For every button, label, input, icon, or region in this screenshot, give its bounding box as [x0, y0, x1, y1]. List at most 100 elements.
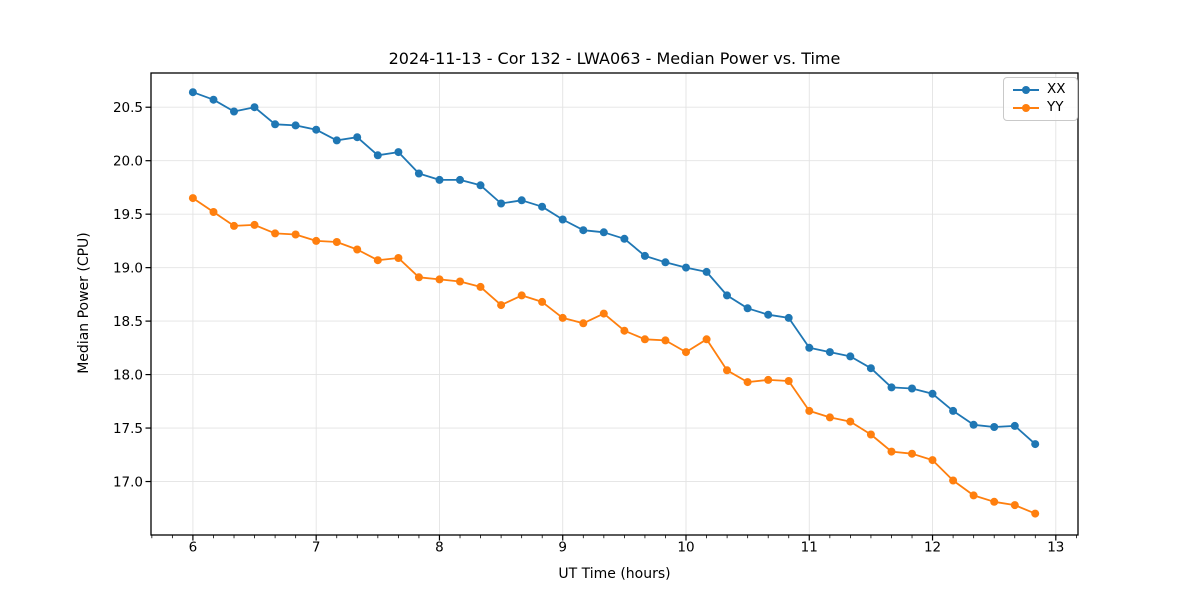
data-point-xx — [723, 291, 731, 300]
data-point-xx — [373, 151, 382, 160]
y-axis: 17.0 17.5 18.0 18.5 19.0 19.5 20.0 20.5 — [113, 100, 151, 490]
data-point-xx — [209, 95, 218, 104]
data-point-yy — [969, 491, 978, 500]
data-point-yy — [784, 377, 793, 385]
legend-marker-xx-icon — [1013, 85, 1039, 95]
data-point-yy — [640, 335, 649, 344]
data-point-yy — [435, 275, 444, 284]
data-point-xx — [579, 226, 588, 235]
y-tick-label: 18.5 — [113, 314, 143, 330]
data-point-yy — [743, 378, 752, 387]
x-tick-label: 12 — [924, 540, 941, 556]
data-point-yy — [353, 245, 362, 254]
data-point-yy — [846, 417, 855, 426]
series-xx — [188, 88, 1040, 449]
data-point-yy — [414, 273, 423, 282]
y-tick-label: 18.0 — [113, 367, 143, 383]
data-point-xx — [825, 348, 834, 357]
data-point-yy — [825, 413, 834, 422]
data-point-yy — [476, 282, 485, 291]
data-point-yy — [188, 194, 197, 203]
data-point-yy — [682, 348, 690, 357]
data-point-xx — [476, 181, 485, 190]
data-point-yy — [373, 256, 382, 265]
legend-label-xx: XX — [1047, 81, 1066, 98]
grid-lines — [151, 73, 1078, 535]
data-point-xx — [682, 263, 690, 272]
data-point-xx — [846, 352, 855, 361]
data-point-yy — [517, 291, 526, 300]
data-point-yy — [579, 319, 588, 328]
chart-title: 2024-11-13 - Cor 132 - LWA063 - Median P… — [388, 49, 841, 68]
data-point-yy — [250, 220, 259, 229]
data-point-yy — [332, 238, 341, 246]
legend-marker-yy-icon — [1013, 103, 1039, 113]
series-line-xx — [192, 91, 1036, 445]
x-tick-label: 13 — [1047, 540, 1064, 556]
data-point-xx — [661, 258, 670, 267]
data-point-xx — [908, 384, 916, 393]
data-point-xx — [271, 120, 280, 129]
y-tick-label: 17.0 — [113, 474, 143, 490]
data-point-xx — [969, 420, 978, 429]
x-tick-label: 8 — [435, 540, 444, 556]
data-point-xx — [702, 267, 711, 276]
data-point-yy — [866, 430, 875, 439]
data-point-yy — [599, 309, 608, 318]
legend-label-yy: YY — [1047, 99, 1064, 116]
data-point-yy — [723, 366, 731, 375]
data-point-yy — [271, 229, 280, 238]
data-point-yy — [990, 497, 999, 506]
series-line-yy — [192, 197, 1036, 515]
data-point-xx — [1010, 421, 1019, 430]
data-point-yy — [394, 254, 403, 262]
data-point-yy — [230, 221, 238, 230]
data-point-xx — [188, 88, 197, 97]
data-point-xx — [1031, 440, 1040, 449]
data-point-yy — [949, 476, 958, 485]
y-tick-label: 19.5 — [113, 207, 143, 223]
data-point-xx — [784, 313, 793, 322]
data-point-yy — [620, 326, 629, 335]
x-axis: 6 7 8 9 10 11 12 13 — [151, 535, 1077, 556]
plot-border — [150, 72, 1079, 536]
data-point-yy — [1010, 501, 1019, 510]
data-point-xx — [538, 202, 547, 211]
x-axis-label: UT Time (hours) — [558, 566, 671, 582]
data-point-xx — [456, 175, 464, 184]
x-tick-label: 9 — [558, 540, 567, 556]
data-point-yy — [209, 208, 218, 216]
data-point-xx — [599, 228, 608, 237]
data-point-yy — [702, 335, 711, 344]
data-point-xx — [743, 304, 752, 313]
data-point-xx — [497, 199, 506, 208]
legend-item-xx: XX — [1013, 81, 1069, 99]
y-axis-label: Median Power (CPU) — [76, 232, 92, 374]
data-point-xx — [805, 343, 814, 352]
data-point-yy — [805, 406, 814, 415]
data-point-yy — [558, 313, 567, 322]
data-point-yy — [928, 456, 937, 465]
data-point-xx — [887, 383, 896, 392]
y-tick-label: 19.0 — [113, 260, 143, 276]
data-point-yy — [887, 447, 896, 456]
x-tick-label: 10 — [677, 540, 694, 556]
data-point-xx — [332, 136, 341, 145]
data-point-xx — [949, 406, 958, 415]
data-point-yy — [312, 236, 321, 245]
data-point-xx — [640, 251, 649, 260]
data-point-xx — [312, 125, 321, 134]
y-tick-label: 20.0 — [113, 153, 143, 169]
data-point-yy — [1031, 509, 1040, 518]
data-point-xx — [558, 215, 567, 224]
data-point-yy — [764, 375, 773, 384]
data-point-xx — [250, 103, 259, 112]
data-point-xx — [394, 148, 403, 157]
data-point-yy — [497, 301, 506, 310]
data-point-xx — [990, 423, 999, 431]
legend: XX YY — [1003, 77, 1078, 121]
data-point-xx — [230, 107, 238, 116]
x-tick-label: 6 — [189, 540, 198, 556]
data-point-xx — [866, 364, 875, 373]
